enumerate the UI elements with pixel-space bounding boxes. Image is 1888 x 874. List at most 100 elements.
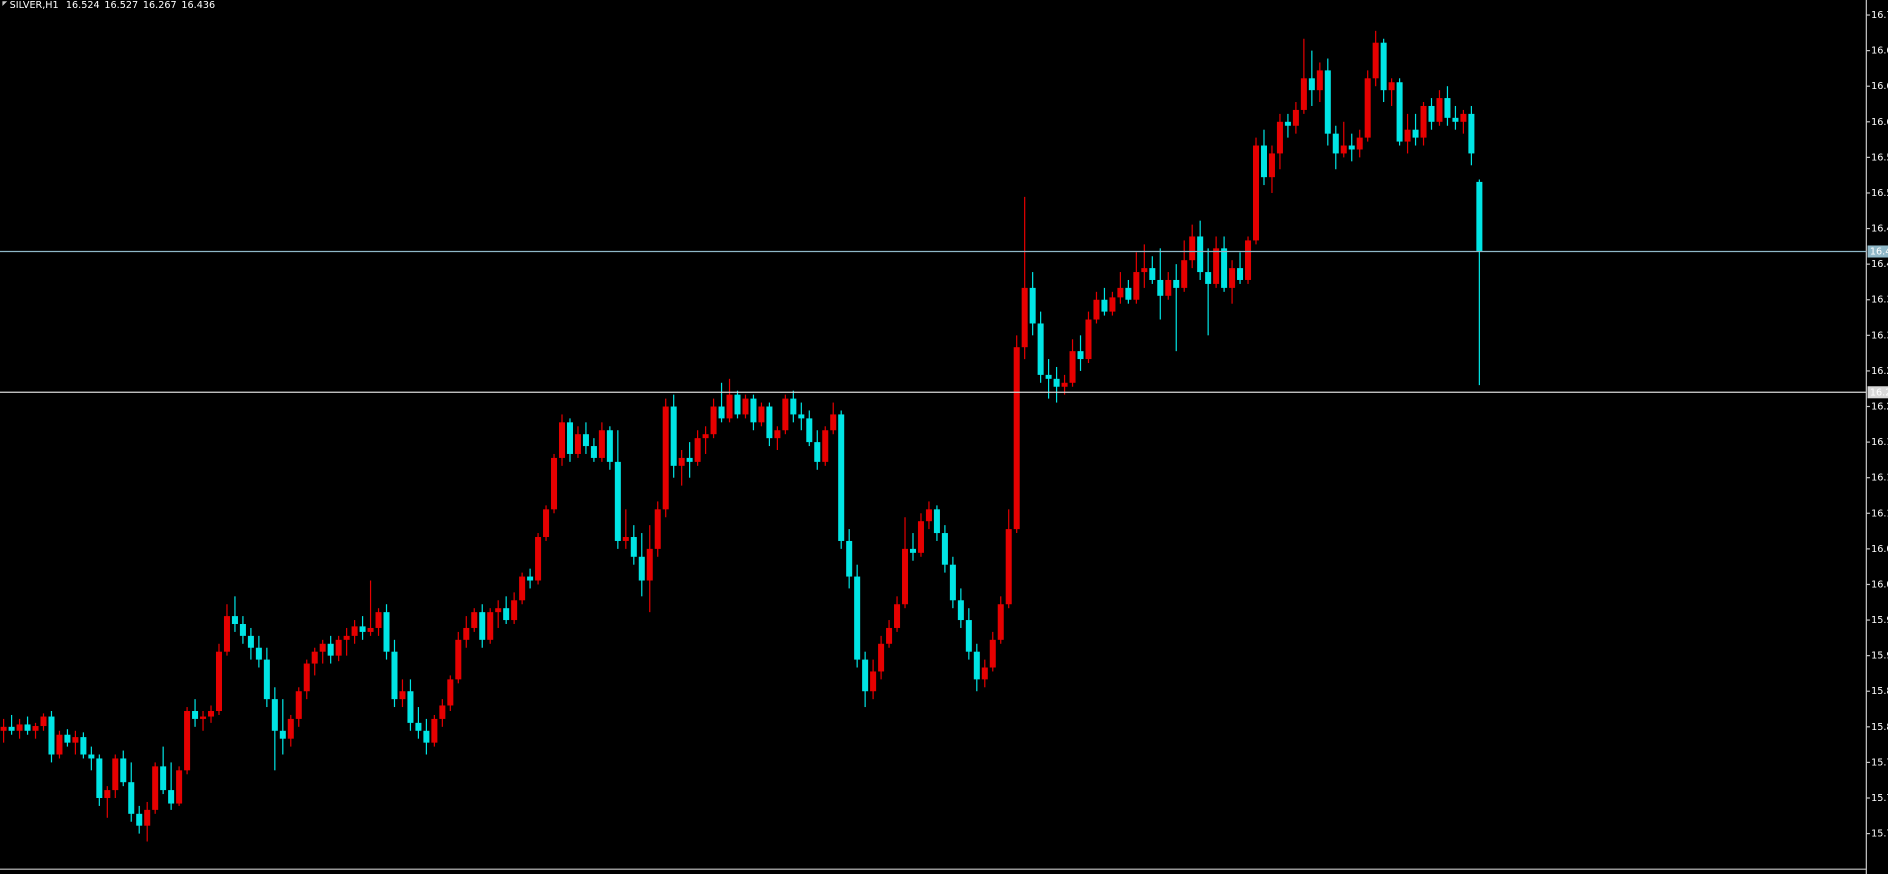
candle-body — [774, 430, 781, 439]
candle-body — [32, 726, 39, 731]
candle-body — [1396, 82, 1403, 142]
candle-body — [160, 766, 167, 791]
candle-body — [1141, 268, 1148, 273]
candle-body — [295, 691, 302, 719]
candle-body — [1005, 529, 1012, 605]
candle-body — [1173, 279, 1180, 288]
y-tick-label: 16.33 — [1871, 330, 1888, 341]
candle-body — [590, 446, 597, 458]
candle-body — [798, 414, 805, 419]
y-tick-label: 15.925 — [1871, 651, 1888, 662]
candle-body — [1149, 268, 1156, 280]
candle-body — [335, 639, 342, 656]
candle-body — [543, 509, 550, 538]
candle-body — [678, 457, 685, 466]
candle-body — [1213, 248, 1220, 284]
y-tick-label: 15.7 — [1871, 829, 1888, 840]
candle-body — [758, 406, 765, 423]
candle-body — [1093, 299, 1100, 320]
candle-body — [56, 734, 63, 755]
candle-body — [1013, 347, 1020, 530]
candle-body — [120, 758, 127, 783]
candle-body — [1292, 109, 1299, 126]
candle-body — [1125, 287, 1132, 300]
candle-body — [662, 406, 669, 510]
candle-body — [1101, 299, 1108, 312]
candle-body — [1181, 260, 1188, 288]
candle-body — [1157, 279, 1164, 296]
candle-body — [909, 548, 917, 553]
candle-body — [1348, 145, 1355, 150]
candle-body — [447, 679, 454, 706]
candle-body — [1252, 145, 1260, 241]
candle-body — [279, 730, 286, 739]
candle-body — [566, 422, 573, 454]
candle-body — [1324, 70, 1331, 134]
y-tick-label: 15.745 — [1871, 793, 1888, 804]
candle-body — [303, 663, 310, 692]
candle-body — [1205, 272, 1212, 284]
chart-title: SILVER,H1 — [10, 0, 59, 11]
candle-body — [957, 600, 964, 621]
candle-body — [391, 651, 398, 700]
candle-body — [1468, 113, 1475, 154]
candle-body — [1420, 105, 1427, 138]
candle-body — [367, 627, 374, 632]
candle-body — [431, 718, 438, 743]
y-tick-label: 16.42 — [1871, 259, 1888, 270]
candle-body — [1388, 82, 1395, 91]
candle-body — [192, 711, 199, 719]
candle-body — [152, 766, 159, 810]
candle-body — [1029, 287, 1036, 324]
candle-body — [654, 509, 661, 549]
candle-body — [1340, 145, 1347, 154]
y-tick-label: 16.24 — [1871, 402, 1888, 413]
candle-body — [734, 394, 741, 415]
candle-body — [670, 406, 677, 466]
candle-body — [973, 651, 980, 680]
y-tick-label: 16.51 — [1871, 188, 1888, 199]
header-icon — [2, 1, 8, 7]
candle-body — [622, 537, 629, 541]
y-tick-label: 15.97 — [1871, 615, 1888, 626]
candle-body — [359, 626, 366, 632]
candle-body — [215, 651, 223, 712]
candle-body — [981, 667, 988, 680]
y-tick-label: 15.88 — [1871, 686, 1888, 697]
y-tick-label: 16.06 — [1871, 544, 1888, 555]
candle-body — [925, 509, 932, 522]
header-close: 16.436 — [181, 0, 215, 11]
y-tick-label: 16.195 — [1871, 437, 1888, 448]
candle-body — [399, 691, 406, 700]
candle-body — [630, 537, 637, 557]
candle-body — [1061, 382, 1068, 387]
candle-body — [1165, 279, 1172, 296]
candle-body — [1404, 129, 1411, 142]
candle-body — [495, 608, 502, 613]
candle-body — [88, 754, 95, 759]
price-level-label: 16.436 — [1870, 247, 1888, 258]
candle-body — [1037, 323, 1044, 375]
candle-body — [742, 398, 749, 415]
candle-body — [790, 398, 797, 415]
candle-body — [574, 434, 581, 454]
header-high: 16.527 — [104, 0, 138, 11]
candle-body — [718, 406, 725, 419]
candle-body — [886, 627, 893, 644]
candle-body — [423, 730, 430, 743]
candle-body — [1117, 287, 1124, 298]
candle-body — [287, 718, 294, 739]
candle-body — [231, 616, 238, 625]
candle-body — [263, 659, 270, 700]
y-tick-label: 16.555 — [1871, 152, 1888, 163]
candle-body — [806, 418, 813, 443]
candle-body — [917, 521, 924, 553]
candle-body — [64, 734, 71, 743]
candle-body — [479, 612, 486, 640]
candle-body — [862, 659, 869, 692]
candle-body — [1332, 133, 1339, 154]
candle-body — [830, 414, 837, 431]
candle-body — [319, 643, 326, 652]
candle-body — [694, 438, 701, 462]
candle-body — [327, 643, 334, 656]
